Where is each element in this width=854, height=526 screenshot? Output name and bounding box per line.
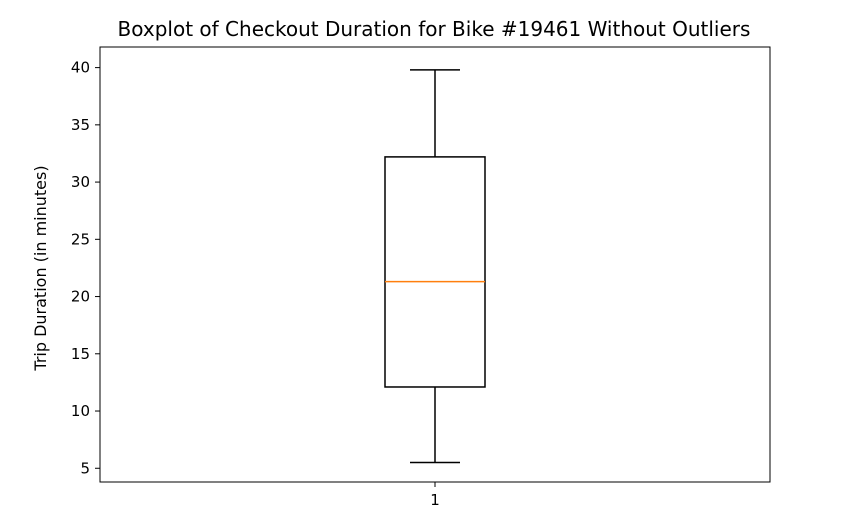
y-tick-label: 35 xyxy=(71,116,90,134)
y-tick-label: 20 xyxy=(71,288,90,306)
box-series xyxy=(384,69,486,464)
x-tick-label: 1 xyxy=(430,491,440,509)
y-axis-label: Trip Duration (in minutes) xyxy=(31,165,50,371)
y-tick-label: 5 xyxy=(80,459,90,477)
y-tick-label: 30 xyxy=(71,173,90,191)
y-tick-label: 25 xyxy=(71,230,90,248)
y-tick-label: 10 xyxy=(71,402,90,420)
x-axis: 1 xyxy=(430,482,440,509)
interquartile-box xyxy=(384,156,486,388)
y-tick-label: 40 xyxy=(71,59,90,77)
y-axis: 5 10 15 20 25 30 35 40 xyxy=(71,59,100,477)
y-tick-label: 15 xyxy=(71,345,90,363)
chart-title: Boxplot of Checkout Duration for Bike #1… xyxy=(118,17,751,41)
